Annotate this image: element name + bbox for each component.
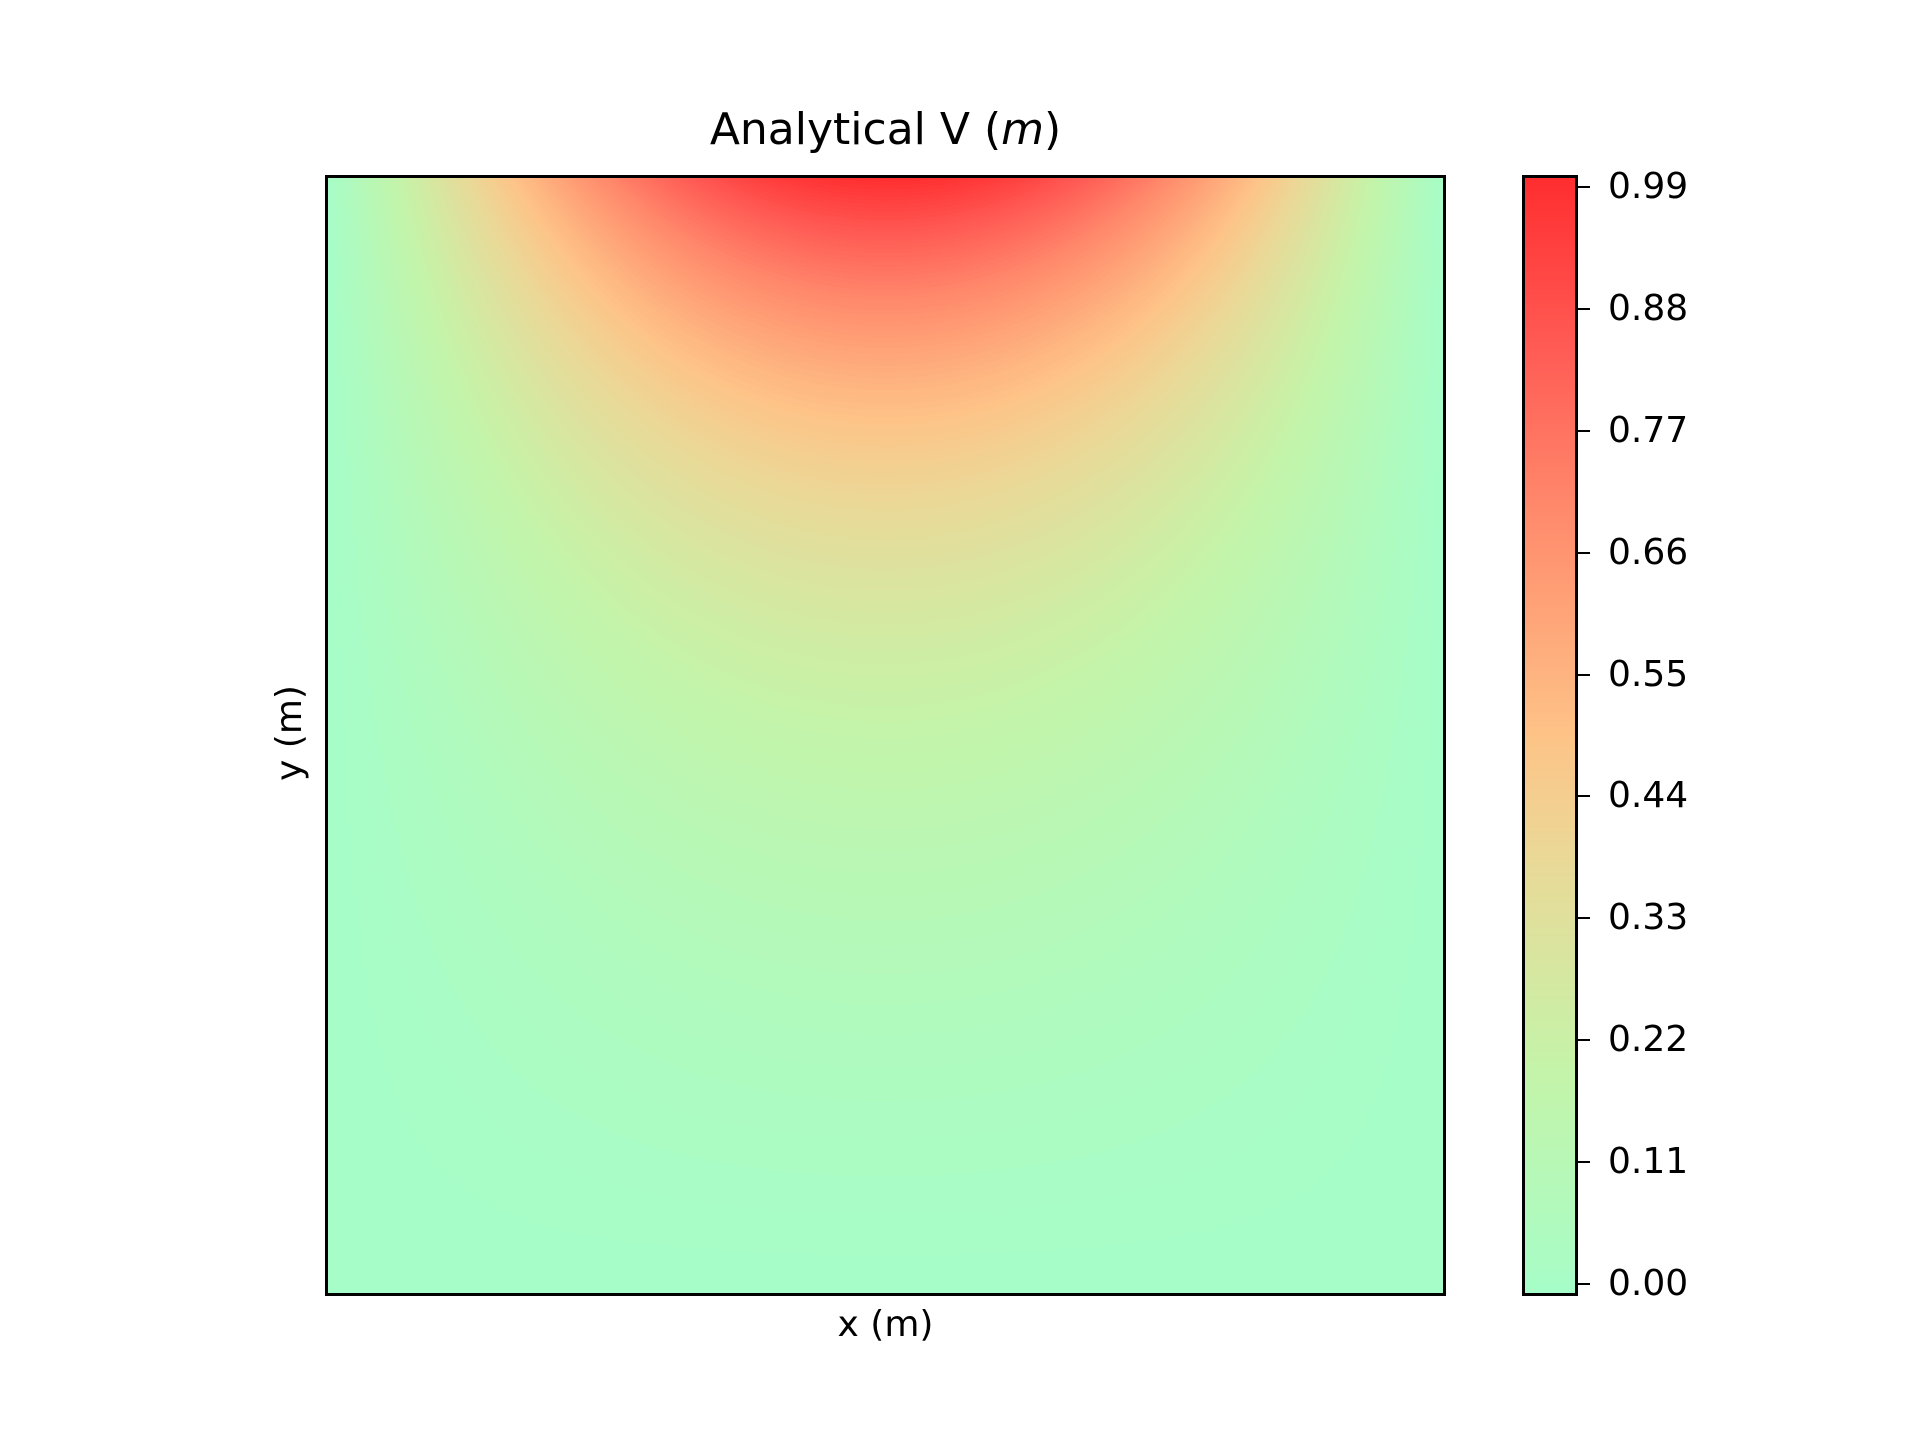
colorbar-tick-mark xyxy=(1578,1161,1590,1164)
heatmap-plot-area xyxy=(325,175,1446,1296)
colorbar-tick-mark xyxy=(1578,429,1590,432)
colorbar-tick-mark xyxy=(1578,307,1590,310)
y-axis-label: y (m) xyxy=(269,685,310,781)
colorbar-tick-label: 0.11 xyxy=(1608,1141,1689,1183)
colorbar-tick-label: 0.00 xyxy=(1608,1263,1689,1304)
colorbar-tick-label: 0.77 xyxy=(1608,409,1689,451)
colorbar-tick-label: 0.66 xyxy=(1608,531,1689,573)
colorbar-tick-mark xyxy=(1578,1039,1590,1042)
colorbar-tick-label: 0.22 xyxy=(1608,1019,1689,1061)
colorbar-tick-mark xyxy=(1578,551,1590,554)
chart-title-text: Analytical V xyxy=(709,104,970,155)
colorbar-tick-label: 0.55 xyxy=(1608,653,1689,695)
colorbar xyxy=(1522,175,1578,1296)
chart-title-unit: m xyxy=(1001,104,1044,155)
colorbar-tick-mark xyxy=(1578,917,1590,920)
x-axis-label: x (m) xyxy=(837,1304,934,1345)
colorbar-tick-label: 0.44 xyxy=(1608,775,1689,817)
colorbar-tick-mark xyxy=(1578,673,1590,676)
chart-title: Analytical V (m) xyxy=(709,104,1062,155)
colorbar-tick-label: 0.88 xyxy=(1608,287,1689,329)
colorbar-tick-mark xyxy=(1578,795,1590,798)
colorbar-tick-label: 0.33 xyxy=(1608,897,1689,939)
colorbar-tick-mark xyxy=(1578,1283,1590,1285)
colorbar-tick-mark xyxy=(1578,186,1590,188)
colorbar-tick-label: 0.99 xyxy=(1608,166,1689,207)
